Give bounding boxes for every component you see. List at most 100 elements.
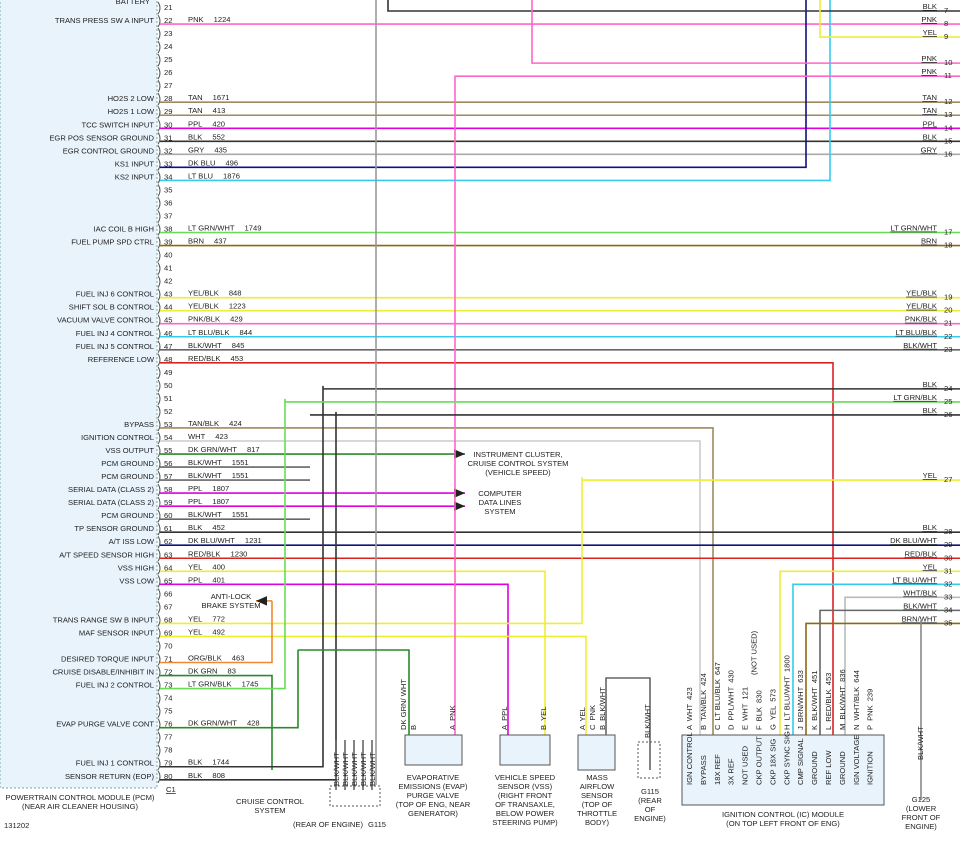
wire-label: LT BLU/BLK 844 [188, 328, 252, 337]
ic-pin-wire: N WHT/BLK 644 [852, 670, 861, 730]
pin-label: TRANS PRESS SW A INPUT [55, 16, 155, 25]
pcm-box [0, 0, 158, 789]
ic-pin-wire-part: 647 [713, 662, 722, 675]
ic-pin-wire-part: 430 [727, 670, 736, 683]
ic-pin-wire-part: PNK [866, 705, 875, 721]
circuit-number: 452 [212, 523, 225, 532]
ic-pin-wire: M BLK/WHT 836 [838, 669, 847, 730]
wire-label: PPL 1807 [188, 484, 229, 493]
pin-bracket [157, 353, 161, 367]
circuit-number: 817 [247, 445, 260, 454]
right-wire-number: 31 [944, 566, 952, 575]
right-wire-number: 28 [944, 527, 952, 536]
right-wire-number: 7 [944, 6, 948, 15]
ground-wire-label-part: BLK/WHT [916, 726, 925, 760]
right-wire-number: 11 [944, 71, 952, 80]
right-wire [531, 0, 960, 64]
pin-number: 41 [164, 264, 172, 273]
pin-bracket [157, 275, 161, 288]
ic-pin-wire-part: RED/BLK [824, 689, 833, 722]
pin-label: SERIAL DATA (CLASS 2) [68, 498, 154, 507]
pin-label: SERIAL DATA (CLASS 2) [68, 485, 154, 494]
wire-label: LT GRN/WHT 1749 [188, 224, 261, 233]
component-box [577, 734, 616, 771]
circuit-number: 437 [214, 237, 227, 246]
wire-color: LT GRN/BLK [188, 680, 232, 689]
component-caption: (ON TOP LEFT FRONT OF ENG) [726, 819, 840, 828]
right-wire-number: 9 [944, 32, 948, 41]
ic-pin-function: NOT USED [741, 745, 750, 785]
wire-label: BLK 808 [188, 771, 225, 780]
wire-label: PPL 1807 [188, 497, 229, 506]
circuit-number: 1671 [213, 93, 230, 102]
ic-pin-wire-part: C [713, 724, 722, 730]
ic-pin-wire-part: 830 [755, 690, 764, 703]
ic-pin-function-part: GROUND [810, 751, 819, 785]
wire-color: YEL [188, 562, 202, 571]
ground-wire-label: BLK/WHT [350, 752, 359, 786]
ic-pin-wire: D PPL/WHT 430 [727, 670, 736, 730]
right-wire-label: LT BLU/WHT [893, 575, 938, 584]
ic-pin-wire: L RED/BLK 453 [824, 673, 833, 730]
right-wire-label: BLK/WHT [903, 601, 937, 610]
ic-pin-wire-part: H [782, 725, 791, 730]
component-caption: G115 [641, 787, 659, 796]
maf-ground-wire [605, 677, 651, 770]
wire-label: BLK 452 [188, 523, 225, 532]
wire-label: BLK/WHT 1551 [188, 471, 249, 480]
right-wire-label: WHT/BLK [903, 588, 937, 597]
pin-number: 44 [164, 303, 172, 312]
ic-pin-wire: P PNK 239 [866, 689, 875, 730]
pin-number: 66 [164, 589, 172, 598]
pin-bracket [157, 744, 161, 757]
ic-pin-wire: C LT BLU/BLK 647 [713, 662, 722, 730]
right-wire-number: 10 [944, 58, 952, 67]
pcm-wire [160, 650, 299, 729]
pin-bracket [157, 145, 161, 158]
right-wire-label: YEL [923, 28, 937, 37]
right-wire-label: BLK [923, 132, 937, 141]
callout-text: ANTI-LOCK [211, 592, 252, 601]
ic-pin-function: 18X REF [713, 754, 722, 785]
pin-bracket [157, 444, 161, 458]
ic-pin-wire-part: G [768, 724, 777, 730]
pin-number: 27 [164, 81, 172, 90]
circuit-number: 423 [215, 432, 228, 441]
right-wire-number: 20 [944, 306, 952, 315]
pin-wire: B BLK/WHT [598, 687, 607, 730]
pin-label: TP SENSOR GROUND [74, 524, 154, 533]
pin-number: 68 [164, 615, 172, 624]
right-wire-number: 26 [944, 410, 952, 419]
ic-pin-wire-part: WHT/BLK [852, 687, 861, 721]
ic-pin-wire: E WHT 121 [741, 687, 750, 730]
ic-pin-function: CKP OUTPUT [755, 736, 764, 785]
pin-number: 54 [164, 433, 172, 442]
right-wire-label: GRY [921, 145, 937, 154]
right-wire-label: PNK/BLK [905, 315, 937, 324]
pin-number: 50 [164, 381, 172, 390]
pin-number: 51 [164, 394, 172, 403]
pin-wire-part: C [588, 724, 597, 730]
right-wire-number: 35 [944, 618, 952, 627]
pin-bracket [157, 679, 161, 692]
pin-label: EVAP PURGE VALVE CONT [56, 720, 154, 729]
pin-label: PCM GROUND [101, 472, 154, 481]
component-caption: BELOW POWER [496, 809, 555, 818]
ic-pin-wire-part: F [755, 725, 764, 730]
wire-label: BLK/WHT 1551 [188, 458, 249, 467]
pin-letter-part: B [409, 725, 418, 730]
pin-bracket [157, 132, 161, 145]
ic-pin-function: BYPASS [699, 755, 708, 785]
component-caption: (RIGHT FRONT [498, 791, 553, 800]
pin-bracket [157, 314, 161, 327]
pcm-wire [160, 398, 286, 690]
circuit-number: 496 [225, 158, 238, 167]
ic-pin-wire-part: 424 [699, 673, 708, 686]
right-wire [805, 622, 960, 735]
pin-bracket [157, 705, 161, 718]
pin-bracket [157, 483, 161, 497]
pin-bracket [157, 301, 161, 314]
circuit-number: 1876 [223, 171, 240, 180]
wire-label: RED/BLK 1230 [188, 549, 247, 558]
right-wire-label: BRN [921, 237, 937, 246]
